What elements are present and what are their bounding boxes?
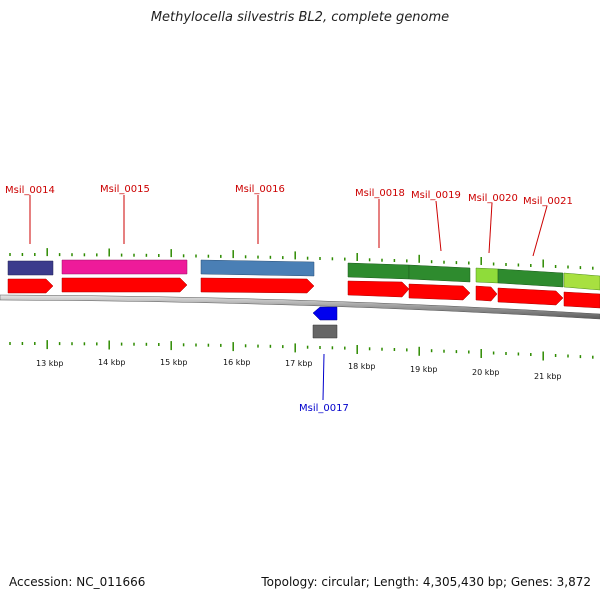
top-tick-marks <box>9 248 594 270</box>
leader-line-msil-0020 <box>488 202 493 254</box>
scale-label-19kbp: 19 kbp <box>410 365 438 374</box>
cds-arrow-msil-0020[interactable] <box>475 285 498 302</box>
reverse-arrow-msil-0017[interactable] <box>312 306 338 321</box>
gene-label-msil-0014[interactable]: Msil_0014 <box>5 185 55 196</box>
genome-backbone <box>0 294 600 320</box>
cds-arrows <box>7 277 600 321</box>
gene-label-msil-0021[interactable]: Msil_0021 <box>523 196 573 207</box>
scale-label-14kbp: 14 kbp <box>98 358 126 367</box>
feature-bar-msil-0015[interactable] <box>61 259 188 275</box>
feature-bar-msil-0020[interactable] <box>475 267 499 284</box>
feature-bar-msil-0016[interactable] <box>200 259 315 277</box>
feature-bar-msil-0021[interactable] <box>497 268 564 288</box>
cds-arrow-msil-0016[interactable] <box>200 277 315 294</box>
cds-arrow-msil-0014[interactable] <box>7 278 54 294</box>
leader-line-msil-0021 <box>532 205 548 257</box>
feature-bar-msil-0019[interactable] <box>408 264 471 283</box>
feature-bars <box>7 259 600 339</box>
gene-label-msil-0020[interactable]: Msil_0020 <box>468 193 518 204</box>
leader-line-msil-0019 <box>435 200 442 252</box>
scale-labels: 13 kbp 14 kbp 15 kbp 16 kbp 17 kbp 18 kb… <box>36 358 562 381</box>
cds-arrow-msil-0015[interactable] <box>61 277 188 293</box>
gene-labels: Msil_0014 Msil_0015 Msil_0016 Msil_0017 … <box>5 184 573 414</box>
cds-arrow-next[interactable] <box>563 291 600 309</box>
feature-bar-msil-0018[interactable] <box>347 262 410 280</box>
scale-label-21kbp: 21 kbp <box>534 372 562 381</box>
feature-bar-msil-0014[interactable] <box>7 260 54 276</box>
gene-label-msil-0018[interactable]: Msil_0018 <box>355 188 405 199</box>
gene-label-msil-0015[interactable]: Msil_0015 <box>100 184 150 195</box>
scale-label-13kbp: 13 kbp <box>36 359 64 368</box>
scale-label-15kbp: 15 kbp <box>160 358 188 367</box>
scale-label-20kbp: 20 kbp <box>472 368 500 377</box>
feature-bar-msil-0017[interactable] <box>312 324 338 339</box>
gene-label-msil-0019[interactable]: Msil_0019 <box>411 190 461 201</box>
gene-label-msil-0016[interactable]: Msil_0016 <box>235 184 285 195</box>
genome-stats-text: Topology: circular; Length: 4,305,430 bp… <box>261 575 591 589</box>
scale-label-18kbp: 18 kbp <box>348 362 376 371</box>
gene-label-msil-0017[interactable]: Msil_0017 <box>299 403 349 414</box>
label-leader-lines <box>29 195 548 401</box>
feature-bar-next[interactable] <box>563 272 600 291</box>
cds-arrow-msil-0021[interactable] <box>497 287 564 306</box>
scale-label-17kbp: 17 kbp <box>285 359 313 368</box>
genome-title: Methylocella silvestris BL2, complete ge… <box>150 10 450 25</box>
bottom-tick-marks <box>9 340 594 361</box>
leader-line-msil-0017 <box>322 353 325 401</box>
cds-arrow-msil-0019[interactable] <box>408 283 471 301</box>
accession-text: Accession: NC_011666 <box>9 575 146 589</box>
cds-arrow-msil-0018[interactable] <box>347 280 410 298</box>
scale-label-16kbp: 16 kbp <box>223 358 251 367</box>
